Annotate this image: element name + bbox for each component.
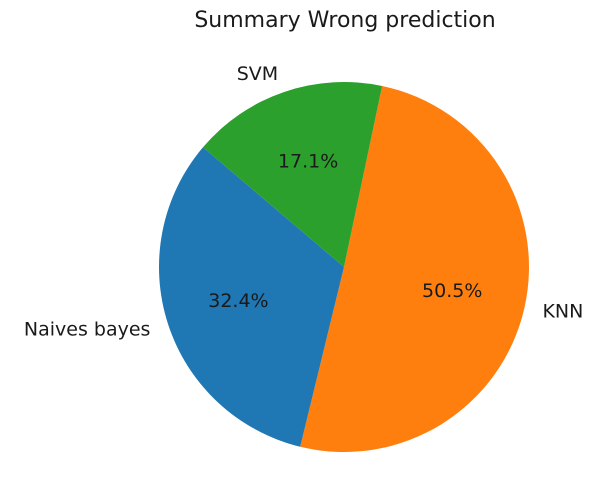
chart-title: Summary Wrong prediction <box>194 8 495 33</box>
pie-slice-svm <box>202 82 383 267</box>
slice-label-knn: KNN <box>542 301 583 323</box>
pie-slice-naives-bayes <box>159 147 344 447</box>
pie-slices <box>159 82 530 453</box>
slice-pct-naives-bayes: 32.4% <box>208 290 268 312</box>
slice-label-naives-bayes: Naives bayes <box>24 318 151 340</box>
pie-slice-knn <box>300 85 530 453</box>
pie-labels: KNN 50.5% Naives bayes 32.4% SVM 17.1% <box>24 63 583 340</box>
slice-pct-svm: 17.1% <box>278 150 338 172</box>
slice-label-svm: SVM <box>237 63 278 85</box>
slice-pct-knn: 50.5% <box>422 280 482 302</box>
